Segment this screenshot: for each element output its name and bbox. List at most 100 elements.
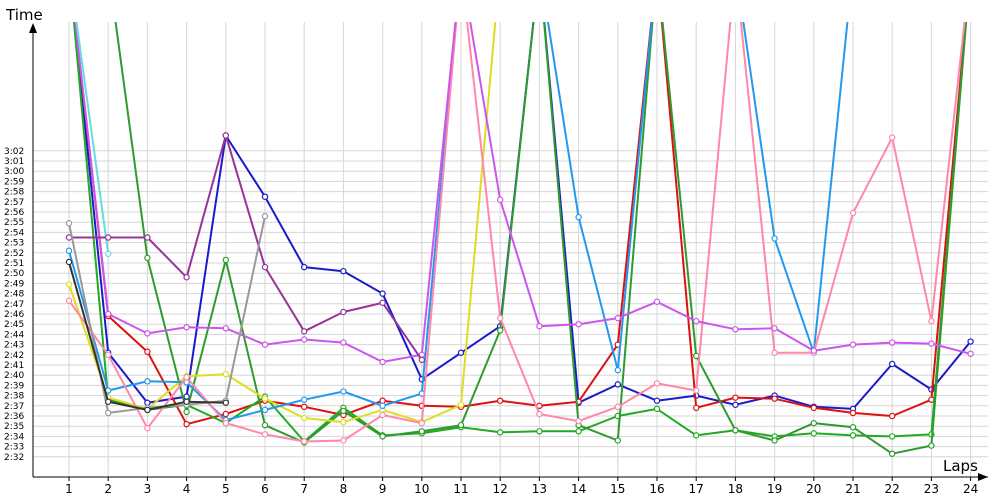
x-tick-label: 20 (806, 482, 821, 496)
data-point (849, 409, 857, 417)
data-point (967, 350, 974, 357)
data-point (261, 431, 269, 438)
data-point (614, 437, 622, 444)
data-point (340, 418, 347, 426)
y-tick-label: 2:51 (4, 259, 24, 269)
data-point (889, 134, 896, 141)
data-point (771, 325, 778, 332)
y-tick-label: 2:42 (4, 351, 24, 361)
data-point (653, 405, 661, 413)
data-point (693, 352, 700, 360)
x-tick-label: 17 (689, 482, 704, 496)
x-tick-label: 2 (104, 482, 112, 496)
x-tick-label: 14 (571, 482, 586, 496)
data-point (301, 336, 308, 343)
data-point (693, 432, 700, 439)
data-point (575, 321, 582, 328)
data-point (849, 424, 857, 431)
x-tick-label: 13 (532, 482, 547, 496)
data-point (144, 254, 151, 262)
series-10 (65, 132, 425, 364)
data-point (379, 433, 386, 440)
series-3 (72, 22, 968, 445)
x-tick-label: 9 (379, 482, 387, 496)
data-point (418, 419, 425, 427)
data-point (418, 356, 425, 364)
data-point (497, 314, 504, 322)
data-point (379, 402, 386, 409)
data-point (261, 212, 269, 220)
x-tick-label: 22 (885, 482, 900, 496)
data-point (771, 349, 778, 356)
data-point (144, 406, 151, 414)
data-point (261, 421, 269, 429)
x-tick-label: 8 (340, 482, 348, 496)
data-point (65, 281, 73, 288)
data-point (614, 381, 622, 388)
data-point (889, 433, 896, 440)
series-line (75, 22, 110, 254)
data-point (222, 370, 229, 378)
x-tick-label: 1 (65, 482, 73, 496)
data-point (497, 196, 504, 203)
data-point (144, 348, 151, 355)
data-point (928, 317, 935, 325)
y-tick-label: 2:57 (4, 198, 24, 208)
data-point (575, 213, 582, 221)
series-12 (65, 258, 229, 414)
y-tick-label: 2:47 (4, 300, 24, 310)
data-point (379, 299, 386, 306)
data-point (928, 442, 935, 449)
data-point (144, 425, 151, 432)
data-point (536, 410, 543, 418)
data-point (732, 427, 739, 434)
data-point (65, 247, 73, 254)
series-line (74, 22, 971, 363)
data-point (183, 324, 190, 331)
data-point (693, 387, 700, 394)
data-point (104, 409, 112, 417)
data-point (301, 403, 308, 411)
y-tick-label: 2:53 (4, 239, 24, 249)
data-point (575, 428, 582, 435)
y-tick-label: 2:38 (4, 392, 24, 402)
series-line (72, 22, 968, 443)
data-point (889, 360, 896, 368)
data-point (771, 235, 778, 242)
y-tick-label: 3:02 (4, 147, 24, 157)
data-point (810, 404, 818, 412)
x-tick-label: 4 (183, 482, 191, 496)
y-axis-title: Time (5, 6, 43, 24)
y-tick-label: 2:58 (4, 188, 24, 198)
data-point (693, 317, 700, 325)
data-point (144, 234, 151, 241)
data-point (810, 347, 818, 354)
x-tick-label: 7 (300, 482, 308, 496)
y-axis-arrow (29, 23, 37, 33)
data-point (379, 411, 386, 419)
data-point (222, 256, 229, 264)
y-tick-label: 2:48 (4, 290, 24, 300)
data-point (104, 234, 112, 241)
data-point (144, 330, 151, 337)
y-tick-label: 2:40 (4, 371, 24, 381)
data-point (340, 388, 347, 395)
axes (29, 23, 988, 481)
x-tick-label: 23 (924, 482, 939, 496)
x-axis-title: Laps (943, 457, 978, 475)
data-point (653, 397, 661, 404)
y-tick-label: 2:54 (4, 228, 24, 238)
y-tick-label: 2:44 (4, 330, 24, 340)
data-point (771, 395, 778, 402)
data-point (889, 339, 896, 346)
x-tick-label: 10 (414, 482, 429, 496)
data-point (222, 132, 229, 139)
x-tick-label: 3 (144, 482, 152, 496)
data-point (575, 417, 582, 425)
y-tick-label: 2:46 (4, 310, 24, 320)
data-point (340, 339, 347, 346)
data-point (614, 314, 622, 322)
y-tick-label: 2:50 (4, 269, 24, 279)
y-tick-label: 2:56 (4, 208, 24, 218)
data-point (222, 419, 229, 427)
